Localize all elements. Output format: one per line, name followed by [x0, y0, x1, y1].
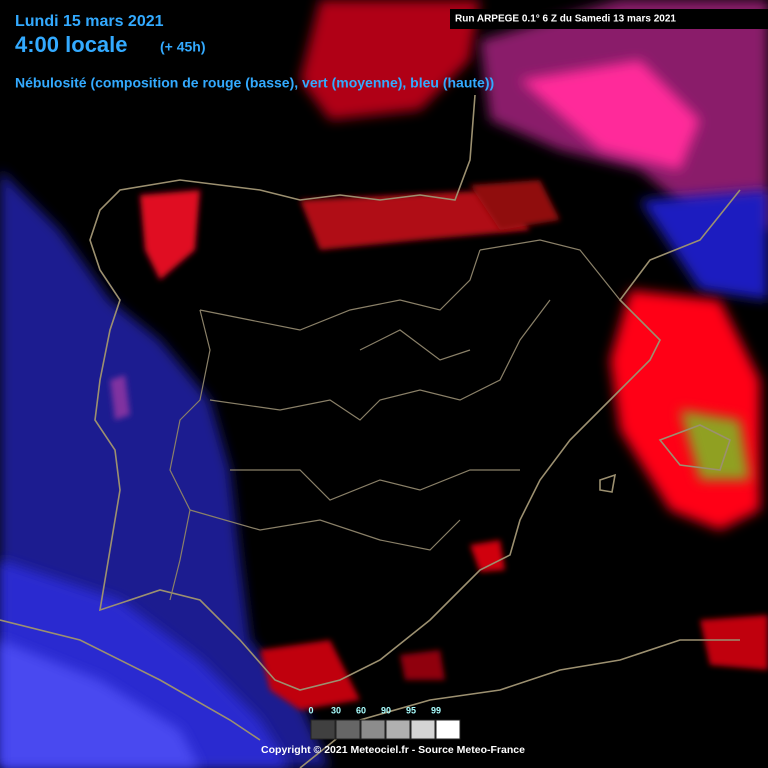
legend-label: 0	[308, 705, 313, 715]
legend-label: 30	[331, 705, 341, 715]
coastlines	[0, 94, 741, 768]
legend-label: 99	[431, 705, 441, 715]
lead-time: (+ 45h)	[160, 39, 206, 55]
description: Nébulosité (composition de rouge (basse)…	[15, 75, 494, 91]
legend-swatch	[410, 719, 436, 740]
legend-swatch	[385, 719, 411, 740]
run-box	[450, 9, 768, 29]
legend: 0 30 60 90 95 99	[308, 705, 461, 740]
legend-swatch	[335, 719, 361, 740]
legend-label: 95	[406, 705, 416, 715]
legend-swatch	[360, 719, 386, 740]
borders	[169, 239, 621, 601]
legend-swatch	[310, 719, 336, 740]
run-info: Run ARPEGE 0.1° 6 Z du Samedi 13 mars 20…	[455, 14, 676, 25]
copyright: Copyright © 2021 Meteociel.fr - Source M…	[261, 744, 525, 756]
date: Lundi 15 mars 2021	[15, 13, 164, 30]
legend-label: 90	[381, 705, 391, 715]
legend-swatch	[435, 719, 461, 740]
legend-label: 60	[356, 705, 366, 715]
time: 4:00 locale	[15, 32, 128, 57]
